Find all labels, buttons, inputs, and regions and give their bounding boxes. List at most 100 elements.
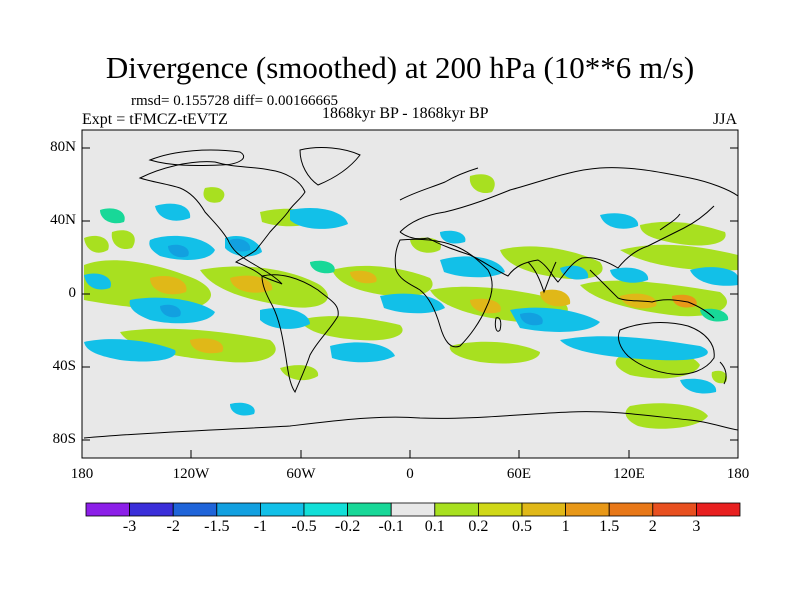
field-patch <box>150 275 187 295</box>
field-patch <box>540 289 571 307</box>
field-patch <box>680 378 717 394</box>
coastline-north-america <box>138 161 306 285</box>
coastline-africa <box>394 238 493 348</box>
field-patch <box>203 187 225 203</box>
colorbar-box <box>434 502 479 517</box>
lat-label: 0 <box>68 285 77 301</box>
period-label: 1868kyr BP - 1868kyr BP <box>322 105 489 122</box>
field-patch <box>440 230 466 244</box>
colorbar-label: 3 <box>692 518 701 535</box>
coastline-arctic <box>148 149 245 166</box>
colorbar-box <box>565 502 610 517</box>
field-patch <box>625 403 708 429</box>
colorbar-label: 0.5 <box>512 518 532 535</box>
colorbar-box <box>390 502 436 517</box>
lat-label: 40S <box>52 358 76 374</box>
colorbar-box <box>696 502 741 517</box>
colorbar-box <box>608 502 654 517</box>
coastlines <box>83 147 738 439</box>
lon-label: 0 <box>406 466 414 482</box>
colorbar-label: 1 <box>561 518 570 535</box>
field-patch <box>168 244 189 258</box>
field-patch <box>230 238 251 252</box>
lat-label: 40N <box>50 212 76 228</box>
coastline-japan <box>659 213 681 231</box>
lon-label: 180 <box>726 466 750 482</box>
colorbar-box <box>347 502 392 517</box>
coastline-greenland <box>299 147 361 186</box>
field-patch <box>711 370 728 384</box>
field-patch <box>190 338 224 354</box>
field-patch <box>560 265 589 280</box>
field-patch <box>469 174 495 194</box>
colorbar-box <box>652 502 697 517</box>
field-patch <box>600 213 639 229</box>
field-patch <box>155 203 191 221</box>
colorbar-label: -1 <box>253 518 268 535</box>
field-patch <box>84 260 212 310</box>
colorbar-box <box>129 502 174 517</box>
lon-label: 120E <box>613 466 645 482</box>
field-patches <box>84 174 738 429</box>
coastline-australia <box>617 322 715 375</box>
coastline-eurasia <box>399 167 738 283</box>
field-patch <box>230 275 273 293</box>
colorbar-box <box>477 502 523 517</box>
field-patch <box>310 260 335 274</box>
field-patch <box>84 273 111 290</box>
field-patch <box>84 235 109 253</box>
field-patch <box>520 312 543 326</box>
field-patch <box>290 207 348 229</box>
colorbar-box <box>172 502 218 517</box>
field-patch <box>470 298 501 314</box>
lat-label: 80N <box>50 139 76 155</box>
stats-text: rmsd= 0.155728 diff= 0.00166665 <box>131 93 339 109</box>
colorbar-box <box>85 502 130 517</box>
colorbar-label: -0.5 <box>291 518 317 535</box>
experiment-label: Expt = tFMCZ-tEVTZ <box>82 111 228 128</box>
coastline-new-zealand <box>719 361 727 385</box>
coastline-southeast-asia <box>589 269 715 319</box>
field-patch <box>111 230 135 250</box>
field-patch <box>300 316 403 341</box>
coastline-south-america <box>261 274 339 394</box>
field-patch <box>260 307 310 329</box>
colorbar-label: 2 <box>648 518 657 535</box>
field-patch <box>84 339 176 362</box>
colorbar-label: -3 <box>122 518 137 535</box>
field-patch <box>160 304 181 318</box>
lon-label: 60E <box>506 466 532 482</box>
field-patch <box>560 336 708 361</box>
field-patch <box>690 267 738 286</box>
lon-label: 60W <box>286 466 316 482</box>
colorbar-box <box>303 502 348 517</box>
colorbar-label: -2 <box>166 518 180 535</box>
lon-label: 180 <box>70 466 94 482</box>
field-patch <box>449 341 540 364</box>
field-patch <box>380 293 445 314</box>
field-patch <box>620 244 738 271</box>
colorbar-label: -0.2 <box>334 518 361 535</box>
coastline-madagascar <box>494 317 502 332</box>
colorbar-box <box>259 502 305 517</box>
coastline-europe-north <box>399 167 479 201</box>
map-title: Divergence (smoothed) at 200 hPa (10**6 … <box>105 50 695 85</box>
season-label: JJA <box>713 111 738 128</box>
field-patch <box>610 267 649 283</box>
colorbar-label: 0.1 <box>424 518 445 535</box>
colorbar-label: -1.5 <box>204 518 230 535</box>
coastline-antarctica <box>83 411 738 439</box>
axis-ticks <box>81 147 739 458</box>
colorbar-box <box>216 502 261 517</box>
lat-label: 80S <box>52 431 76 447</box>
colorbar <box>85 502 741 517</box>
coastline-india <box>527 261 557 294</box>
field-patch <box>230 402 255 416</box>
field-patch <box>100 208 125 224</box>
colorbar-label: -0.1 <box>378 518 404 535</box>
field-patch <box>350 270 377 284</box>
lon-label: 120W <box>172 466 210 482</box>
field-patch <box>330 342 395 363</box>
colorbar-box <box>521 502 566 517</box>
